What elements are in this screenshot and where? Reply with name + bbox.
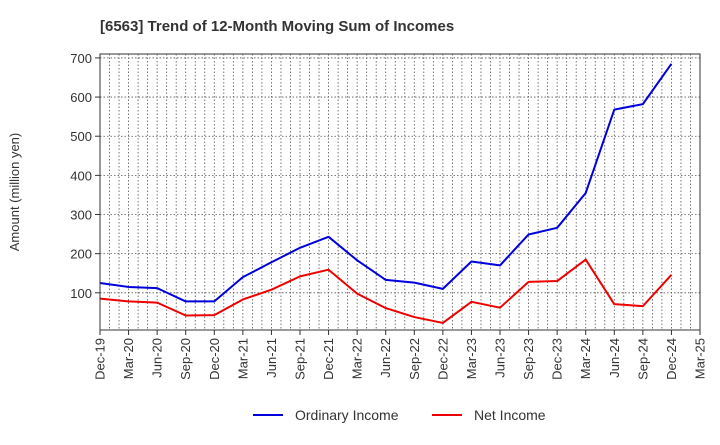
y-axis-label: Amount (million yen): [7, 133, 22, 252]
legend: Ordinary Income Net Income: [253, 407, 546, 423]
x-tick-label: Mar-20: [121, 338, 136, 379]
x-tick-label: Mar-23: [464, 338, 479, 379]
x-tick-label: Jun-23: [493, 338, 508, 378]
x-tick-label: Jun-22: [378, 338, 393, 378]
x-tick-label: Mar-24: [578, 338, 593, 379]
x-tick-label: Dec-21: [321, 338, 336, 380]
x-tick-label: Mar-21: [235, 338, 250, 379]
x-tick-label: Dec-19: [93, 338, 108, 380]
x-tick-label: Mar-22: [350, 338, 365, 379]
chart-title: [6563] Trend of 12-Month Moving Sum of I…: [100, 18, 454, 35]
axes: 100 200 300 400 500 600 700 Dec-19 Mar-20 Jun-20 S…: [70, 51, 707, 380]
x-tick-label: Jun-21: [264, 338, 279, 378]
x-tick-label: Dec-20: [207, 338, 222, 380]
y-tick-label: 600: [70, 90, 92, 105]
series-line-ordinary-income: [99, 63, 673, 303]
x-tick-label: Sep-21: [293, 338, 308, 380]
x-tick-label: Dec-22: [435, 338, 450, 380]
x-tick-label: Sep-20: [178, 338, 193, 380]
x-tick-label: Sep-22: [407, 338, 422, 380]
x-tick-label: Sep-23: [521, 338, 536, 380]
x-tick-label: Mar-25: [693, 338, 708, 379]
y-tick-label: 300: [70, 208, 92, 223]
x-tick-label: Dec-23: [550, 338, 565, 380]
x-tick-label: Jun-24: [607, 338, 622, 378]
plot-area-border: [99, 53, 701, 331]
legend-label-net-income: Net Income: [474, 407, 546, 423]
series-lines: [99, 63, 673, 324]
x-tick-label: Sep-24: [635, 338, 650, 380]
y-tick-label: 500: [70, 129, 92, 144]
y-tick-label: 200: [70, 247, 92, 262]
series-line-net-income: [99, 258, 673, 324]
x-tick-label: Dec-24: [664, 338, 679, 380]
grid: [100, 54, 700, 330]
y-tick-label: 700: [70, 51, 92, 66]
legend-label-ordinary-income: Ordinary Income: [295, 407, 399, 423]
x-tick-label: Jun-20: [150, 338, 165, 378]
y-tick-label: 100: [70, 286, 92, 301]
y-tick-label: 400: [70, 168, 92, 183]
